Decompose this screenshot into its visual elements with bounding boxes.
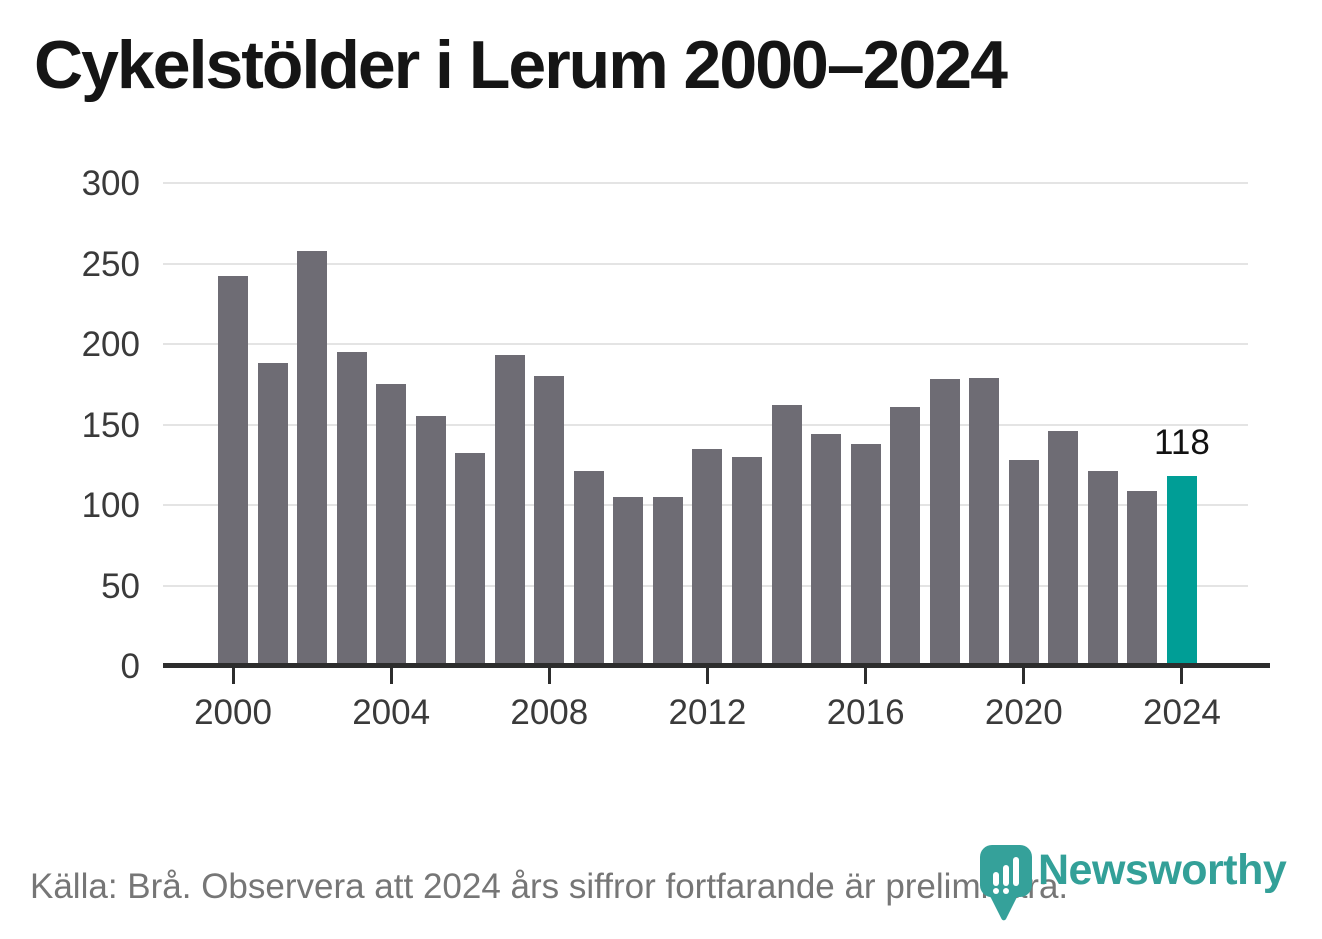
x-axis-tick: [1180, 668, 1184, 684]
x-axis-label: 2012: [668, 693, 747, 732]
y-axis-label: 0: [120, 647, 140, 686]
newsworthy-logo: Newsworthy: [980, 843, 1310, 933]
source-note: Källa: Brå. Observera att 2024 års siffr…: [30, 867, 1069, 906]
y-axis-label: 50: [101, 566, 140, 606]
newsworthy-pin-icon: [980, 845, 1032, 921]
y-axis-label: 300: [81, 164, 140, 203]
bar-2021: [1048, 431, 1079, 666]
bar-2010: [613, 497, 644, 666]
bar-2003: [336, 352, 367, 666]
bar-2005: [415, 416, 446, 666]
gridline-150: [163, 423, 1248, 426]
x-axis-tick: [231, 668, 235, 684]
bar-2020: [1008, 460, 1039, 666]
bar-2002: [297, 251, 328, 666]
x-axis-label: 2004: [352, 693, 431, 732]
bar-2012: [692, 449, 723, 666]
bar-2024: [1166, 476, 1197, 666]
x-axis-label: 2020: [984, 693, 1063, 732]
bar-2018: [929, 379, 960, 666]
bar-2008: [534, 376, 565, 666]
y-axis-label: 100: [81, 486, 140, 525]
bar-2022: [1087, 471, 1118, 666]
bar-2006: [455, 453, 486, 666]
newsworthy-wordmark: Newsworthy: [1038, 846, 1287, 894]
x-axis-tick: [705, 668, 709, 684]
x-axis-label: 2000: [194, 693, 272, 732]
x-axis-label: 2016: [826, 693, 905, 732]
bar-value-label: 118: [1154, 423, 1210, 462]
y-axis-label: 200: [81, 325, 140, 364]
bar-2023: [1127, 491, 1158, 666]
bar-2007: [494, 355, 525, 666]
x-axis-line: [163, 663, 1270, 668]
x-axis-label: 2024: [1143, 693, 1221, 732]
x-axis-tick: [547, 668, 551, 684]
bar-2014: [771, 405, 802, 666]
y-axis-label: 150: [81, 405, 140, 445]
x-axis-tick: [389, 668, 393, 684]
x-axis-tick: [864, 668, 868, 684]
y-axis-label: 250: [81, 244, 140, 284]
bar-2001: [257, 363, 288, 666]
bar-2004: [376, 384, 407, 666]
bar-2016: [850, 444, 881, 666]
x-axis-label: 2008: [510, 693, 589, 732]
gridline-200: [163, 343, 1248, 345]
bar-2017: [890, 407, 921, 666]
bar-2015: [811, 434, 842, 666]
bar-2000: [218, 276, 248, 666]
x-axis-tick: [1022, 668, 1026, 684]
bar-2011: [652, 497, 683, 666]
gridline-300: [163, 182, 1248, 184]
bar-2013: [732, 457, 763, 666]
bar-2009: [573, 471, 604, 666]
chart-title: Cykelstölder i Lerum 2000–2024: [34, 27, 1008, 103]
gridline-250: [163, 262, 1248, 265]
bar-2019: [969, 378, 1000, 666]
